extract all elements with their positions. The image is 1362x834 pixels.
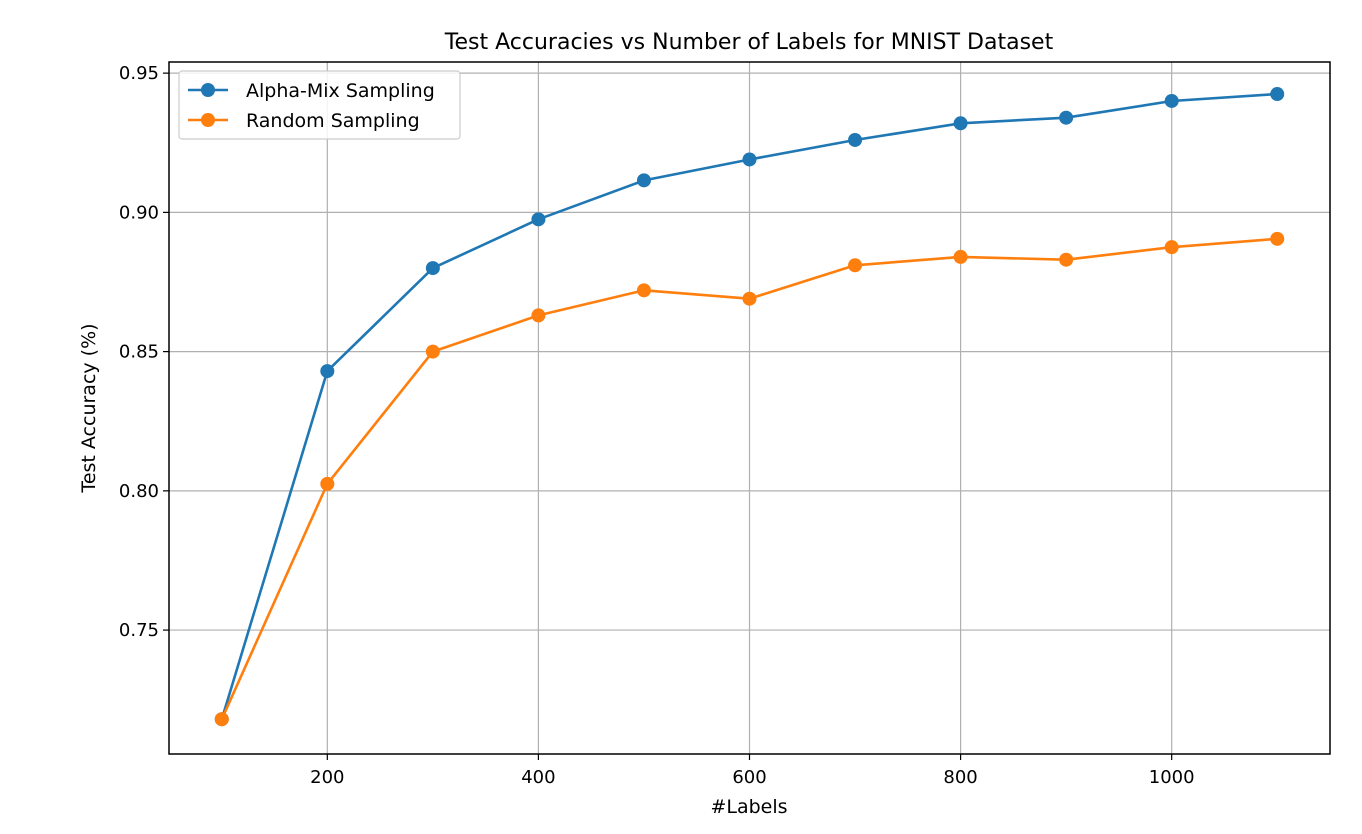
y-axis-label: Test Accuracy (%) xyxy=(78,323,100,493)
legend-marker xyxy=(201,113,215,127)
y-axis: 0.75 0.80 0.85 0.90 0.95 xyxy=(119,63,169,641)
y-tick-label: 0.85 xyxy=(119,342,159,363)
x-tick-label: 800 xyxy=(943,767,977,788)
data-point-alpha-mix-sampling xyxy=(953,116,968,131)
y-tick-label: 0.90 xyxy=(119,202,159,223)
legend-box xyxy=(178,70,461,140)
data-point-random-sampling xyxy=(848,258,863,273)
data-point-alpha-mix-sampling xyxy=(531,212,546,227)
legend-label: Random Sampling xyxy=(246,110,420,132)
y-tick-label: 0.95 xyxy=(119,63,159,84)
data-point-alpha-mix-sampling xyxy=(1270,87,1285,102)
x-tick-label: 400 xyxy=(521,767,555,788)
legend: Alpha-Mix Sampling Random Sampling xyxy=(178,70,461,140)
legend-marker xyxy=(201,83,215,97)
data-point-random-sampling xyxy=(214,712,229,727)
data-point-alpha-mix-sampling xyxy=(425,261,440,276)
chart-title: Test Accuracies vs Number of Labels for … xyxy=(444,30,1054,55)
legend-item-alpha-mix-sampling: Alpha-Mix Sampling xyxy=(188,80,435,102)
x-axis: 200 400 600 800 1000 xyxy=(310,754,1195,788)
data-point-random-sampling xyxy=(1164,240,1179,255)
data-point-random-sampling xyxy=(953,249,968,264)
y-tick-label: 0.80 xyxy=(119,481,159,502)
legend-item-random-sampling: Random Sampling xyxy=(188,110,420,132)
data-point-alpha-mix-sampling xyxy=(848,132,863,147)
data-point-random-sampling xyxy=(1059,252,1074,267)
data-point-alpha-mix-sampling xyxy=(742,152,757,167)
x-tick-label: 600 xyxy=(732,767,766,788)
data-point-alpha-mix-sampling xyxy=(320,364,335,379)
legend-label: Alpha-Mix Sampling xyxy=(246,80,435,102)
plot-frame xyxy=(168,61,1331,755)
y-tick-label: 0.75 xyxy=(119,620,159,641)
x-tick-label: 1000 xyxy=(1149,767,1195,788)
data-point-alpha-mix-sampling xyxy=(1164,93,1179,108)
data-point-random-sampling xyxy=(425,344,440,359)
x-tick-label: 200 xyxy=(310,767,344,788)
series-random-sampling xyxy=(214,231,1285,727)
data-point-alpha-mix-sampling xyxy=(636,173,651,188)
data-point-random-sampling xyxy=(636,283,651,298)
data-point-random-sampling xyxy=(1270,231,1285,246)
data-point-random-sampling xyxy=(531,308,546,323)
x-axis-label: #Labels xyxy=(710,796,787,818)
grid xyxy=(169,62,1330,754)
data-point-random-sampling xyxy=(320,476,335,491)
data-point-random-sampling xyxy=(742,291,757,306)
series-group xyxy=(214,87,1285,727)
data-point-alpha-mix-sampling xyxy=(1059,110,1074,125)
series-alpha-mix-sampling xyxy=(214,87,1285,727)
